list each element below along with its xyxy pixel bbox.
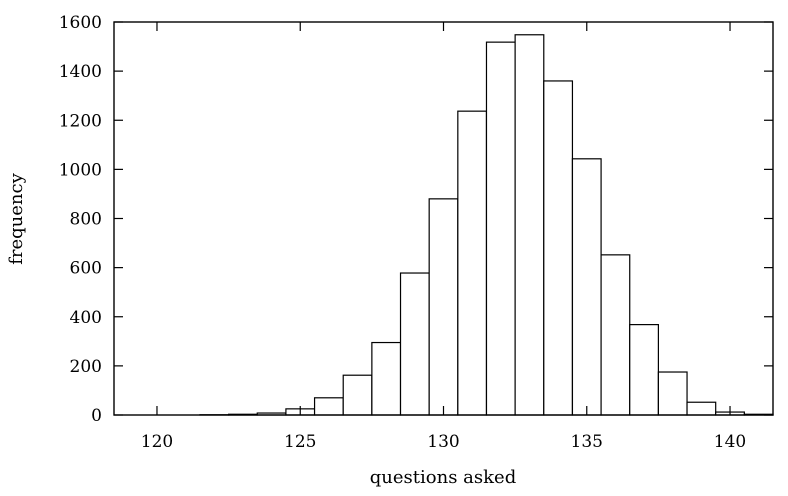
x-axis-label: questions asked [370, 467, 516, 488]
y-tick-label-200: 200 [70, 357, 102, 377]
bar-131 [457, 110, 488, 416]
x-tick-label-140: 140 [714, 432, 746, 452]
bar-139 [686, 401, 717, 416]
bar-132 [485, 41, 516, 416]
y-tick-label-0: 0 [91, 406, 102, 426]
y-tick-label-1600: 1600 [59, 13, 102, 33]
x-tick-label-120: 120 [141, 432, 173, 452]
y-tick-label-600: 600 [70, 259, 102, 279]
y-tick-label-1400: 1400 [59, 62, 102, 82]
bar-135 [571, 158, 602, 416]
bar-137 [629, 324, 659, 416]
x-tick-label-125: 125 [284, 432, 316, 452]
plot-frame [113, 21, 774, 416]
x-tick-label-130: 130 [427, 432, 459, 452]
bar-136 [600, 254, 631, 416]
bar-128 [371, 341, 402, 416]
bars-group [199, 34, 774, 416]
bar-133 [514, 34, 545, 416]
y-tick-label-800: 800 [70, 210, 102, 230]
bar-127 [342, 374, 373, 416]
y-tick-label-1200: 1200 [59, 111, 102, 131]
bar-129 [399, 272, 430, 416]
y-axis-label: frequency [6, 172, 27, 264]
bar-138 [657, 371, 688, 416]
bar-134 [543, 80, 574, 416]
bar-130 [428, 198, 459, 416]
y-tick-label-400: 400 [70, 308, 102, 328]
y-tick-label-1000: 1000 [59, 160, 102, 180]
bar-126 [313, 397, 344, 416]
ticks-group: 0 200 400 600 800 1000 1200 1400 1600 120 125 130 13… [59, 13, 773, 452]
x-tick-label-135: 135 [571, 432, 603, 452]
